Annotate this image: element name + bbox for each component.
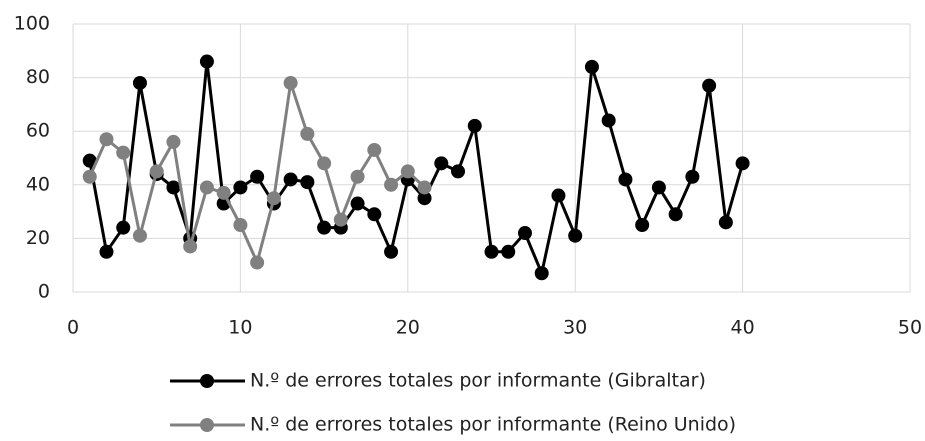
x-tick-label: 30 [563, 317, 587, 339]
data-point [116, 220, 131, 235]
data-point [384, 177, 399, 192]
data-point [551, 188, 566, 203]
data-point [384, 244, 399, 259]
legend-marker [200, 418, 214, 432]
y-tick-label: 20 [26, 227, 50, 249]
data-point [317, 156, 332, 171]
data-point [333, 212, 348, 227]
data-point [99, 244, 114, 259]
data-point [199, 54, 214, 69]
data-point [467, 118, 482, 133]
data-point [451, 164, 466, 179]
data-point [233, 180, 248, 195]
data-point [635, 218, 650, 232]
data-point [367, 207, 382, 222]
data-point [651, 180, 666, 195]
data-point [82, 153, 97, 168]
legend-marker [200, 374, 214, 388]
x-tick-label: 20 [396, 317, 420, 339]
data-point [417, 180, 432, 195]
data-point [250, 255, 265, 270]
x-tick-label: 10 [228, 317, 252, 339]
y-tick-label: 80 [26, 66, 50, 88]
data-point [350, 169, 365, 184]
data-point [668, 207, 683, 222]
x-tick-label: 40 [731, 317, 755, 339]
data-point [132, 75, 147, 90]
x-tick-label: 0 [67, 317, 79, 339]
data-point [300, 126, 315, 141]
data-point [367, 142, 382, 157]
data-point [350, 196, 365, 211]
data-point [317, 220, 332, 235]
y-tick-label: 100 [14, 13, 50, 35]
data-point [400, 164, 415, 179]
y-tick-label: 0 [38, 281, 50, 303]
data-point [116, 145, 131, 160]
data-point [216, 185, 231, 200]
data-point [166, 134, 181, 149]
data-point [82, 169, 97, 184]
data-point [417, 191, 432, 206]
data-point [132, 228, 147, 243]
data-point [266, 191, 281, 206]
x-tick-label: 50 [898, 317, 922, 339]
data-point [434, 156, 449, 171]
data-point [283, 75, 298, 90]
data-point [233, 218, 248, 232]
series-line [88, 60, 745, 275]
data-point [735, 156, 750, 171]
data-point [601, 113, 616, 128]
data-point [718, 215, 733, 230]
data-point [166, 180, 181, 195]
data-point [618, 172, 633, 187]
y-tick-label: 40 [26, 173, 50, 195]
data-point [149, 164, 164, 179]
data-point [517, 226, 532, 241]
data-point [484, 244, 499, 259]
data-point [584, 59, 599, 74]
legend-label: N.º de errores totales por informante (R… [250, 414, 736, 436]
data-point [568, 228, 583, 243]
data-point [702, 78, 717, 93]
data-point [99, 132, 114, 147]
data-point [300, 175, 315, 190]
y-tick-label: 60 [26, 120, 50, 142]
legend-label: N.º de errores totales por informante (G… [250, 370, 706, 392]
data-point [183, 239, 198, 254]
data-point [685, 169, 700, 184]
data-point [250, 169, 265, 184]
data-point [534, 266, 549, 281]
data-point [283, 172, 298, 187]
data-point [501, 244, 516, 259]
data-point [199, 180, 214, 195]
